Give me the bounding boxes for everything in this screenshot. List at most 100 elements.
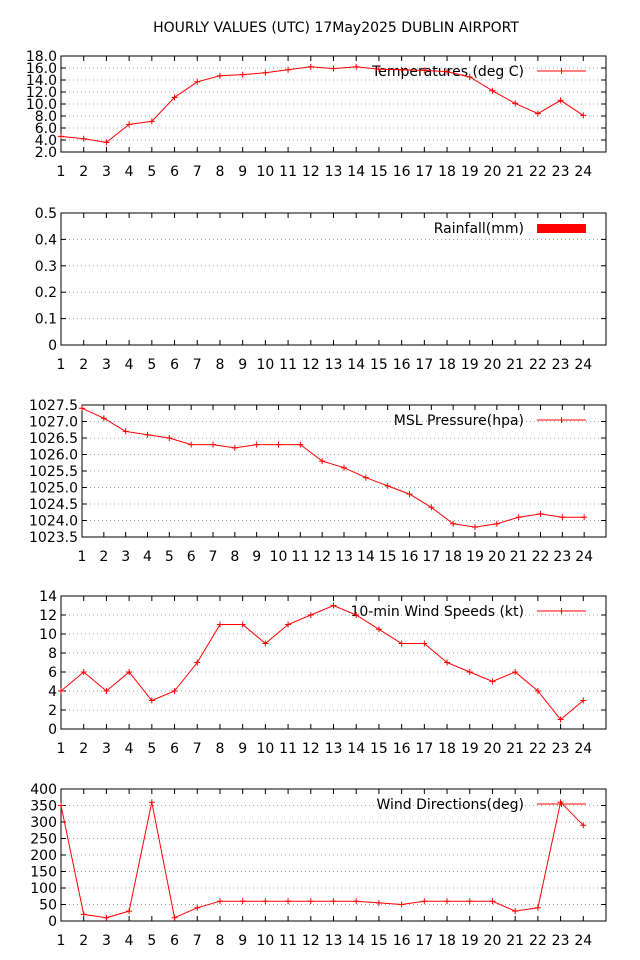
- x-tick-label: 18: [438, 933, 456, 949]
- data-point: [534, 904, 541, 911]
- x-tick-label: 19: [461, 164, 479, 180]
- x-tick-label: 20: [484, 164, 502, 180]
- y-tick-label: 14: [39, 589, 57, 605]
- y-tick-label: 50: [39, 898, 57, 914]
- x-tick-label: 6: [187, 549, 196, 565]
- data-point: [362, 474, 369, 481]
- chart-panel-2: 00.10.20.30.40.51 2 3 4 5 6 7 8 9 10 11 12 13 14 15 16 1…: [35, 206, 607, 373]
- data-point: [103, 914, 110, 921]
- x-tick-label: 8: [215, 741, 224, 757]
- x-tick-label: 19: [461, 933, 479, 949]
- data-point: [428, 504, 435, 511]
- y-tick-label: 18.0: [26, 49, 57, 65]
- x-tick-label: 7: [193, 164, 202, 180]
- x-tick-label: 12: [302, 164, 320, 180]
- x-tick-label: 2: [99, 549, 108, 565]
- data-point: [80, 669, 87, 675]
- x-tick-label: 8: [230, 549, 239, 565]
- data-point: [353, 898, 360, 905]
- data-point: [103, 139, 110, 146]
- data-point: [80, 135, 87, 142]
- x-tick-label: 15: [370, 164, 388, 180]
- data-point: [580, 822, 587, 829]
- plot-frame: [60, 55, 607, 153]
- data-point: [353, 612, 360, 618]
- y-tick-label: 1026.0: [29, 448, 78, 464]
- x-tick-label: 12: [302, 741, 320, 757]
- data-point: [188, 441, 195, 448]
- x-tick-label: 2: [79, 741, 88, 757]
- x-tick-label: 13: [325, 357, 343, 373]
- x-tick-label: 19: [461, 741, 479, 757]
- x-tick-label: 15: [370, 357, 388, 373]
- y-tick-label: 6: [48, 665, 57, 681]
- x-tick-label: 23: [553, 549, 571, 565]
- x-tick-label: 4: [125, 741, 134, 757]
- data-point: [421, 898, 428, 905]
- y-tick-label: 1027.5: [29, 398, 78, 414]
- data-point: [262, 69, 269, 76]
- data-point: [216, 621, 223, 628]
- x-tick-label: 18: [438, 741, 456, 757]
- data-point: [122, 428, 129, 435]
- data-point: [194, 904, 201, 911]
- data-point: [144, 431, 151, 438]
- series-line: [60, 801, 584, 919]
- y-tick-label: 350: [30, 799, 57, 815]
- x-tick-label: 24: [574, 933, 592, 949]
- x-tick-label: 11: [279, 741, 297, 757]
- data-point: [375, 66, 382, 73]
- data-point: [330, 898, 337, 905]
- data-point: [406, 491, 413, 498]
- x-tick-label: 16: [393, 164, 411, 180]
- data-point: [148, 799, 155, 806]
- data-point: [580, 112, 587, 119]
- x-tick-label: 21: [506, 164, 524, 180]
- legend-marker: [558, 68, 565, 74]
- x-tick-label: 14: [347, 933, 365, 949]
- x-tick-label: 15: [370, 741, 388, 757]
- x-tick-label: 9: [238, 357, 247, 373]
- y-tick-label: 0: [48, 338, 57, 354]
- x-tick-label: 4: [125, 357, 134, 373]
- y-tick-label: 1027.0: [29, 415, 78, 431]
- legend-label: 10-min Wind Speeds (kt): [350, 604, 524, 620]
- plot-frame: [60, 595, 607, 730]
- data-point: [171, 688, 178, 694]
- x-tick-label: 10: [256, 933, 274, 949]
- x-tick-label: 14: [347, 164, 365, 180]
- charts-root: 2.04.06.08.010.012.014.016.018.01 2 3 4 5 6 7 8…: [26, 49, 607, 949]
- y-tick-label: 250: [30, 832, 57, 848]
- x-tick-label: 14: [347, 741, 365, 757]
- y-tick-label: 0.3: [35, 259, 57, 275]
- data-point: [239, 898, 246, 905]
- x-tick-label: 3: [102, 933, 111, 949]
- x-tick-label: 13: [325, 164, 343, 180]
- data-point: [330, 602, 337, 609]
- x-tick-label: 9: [238, 164, 247, 180]
- chart-panel-1: 2.04.06.08.010.012.014.016.018.01 2 3 4 5 6 7 8…: [26, 49, 607, 180]
- x-tick-label: 3: [121, 549, 130, 565]
- data-point: [166, 435, 173, 441]
- data-point: [512, 100, 519, 107]
- x-tick-label: 6: [170, 741, 179, 757]
- data-point: [421, 67, 428, 74]
- y-tick-label: 10: [39, 627, 57, 643]
- data-point: [275, 441, 282, 448]
- x-tick-label: 14: [347, 357, 365, 373]
- x-tick-label: 11: [291, 549, 309, 565]
- data-point: [534, 110, 541, 117]
- data-point: [80, 911, 87, 918]
- data-point: [353, 63, 360, 70]
- data-point: [384, 482, 391, 489]
- data-point: [285, 898, 292, 905]
- data-point: [307, 612, 314, 618]
- x-tick-label: 7: [193, 357, 202, 373]
- y-tick-label: 1024.0: [29, 514, 78, 530]
- x-tick-label: 21: [506, 357, 524, 373]
- data-point: [466, 898, 473, 905]
- data-point: [103, 688, 110, 694]
- data-point: [239, 621, 246, 628]
- data-point: [557, 799, 564, 806]
